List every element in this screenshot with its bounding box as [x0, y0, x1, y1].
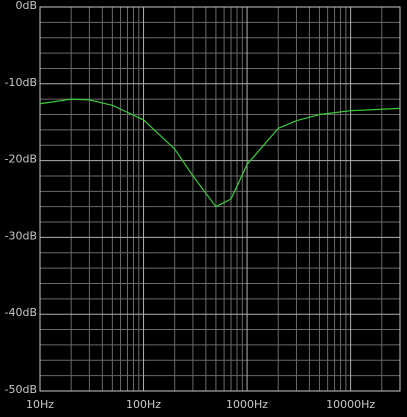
- y-tick-label: -40dB: [5, 306, 38, 319]
- x-tick-label: 10Hz: [26, 398, 54, 411]
- y-tick-label: -10dB: [5, 76, 38, 89]
- x-tick-label: 10000Hz: [326, 398, 375, 411]
- response-curve: [39, 98, 401, 208]
- y-tick-label: -20dB: [5, 153, 38, 166]
- x-tick-label: 1000Hz: [226, 398, 268, 411]
- y-tick-label: 0dB: [15, 0, 37, 12]
- x-tick-label: 100Hz: [126, 398, 161, 411]
- y-tick-label: -30dB: [5, 229, 38, 242]
- y-tick-label: -50dB: [5, 383, 38, 396]
- plot-border: [39, 6, 401, 392]
